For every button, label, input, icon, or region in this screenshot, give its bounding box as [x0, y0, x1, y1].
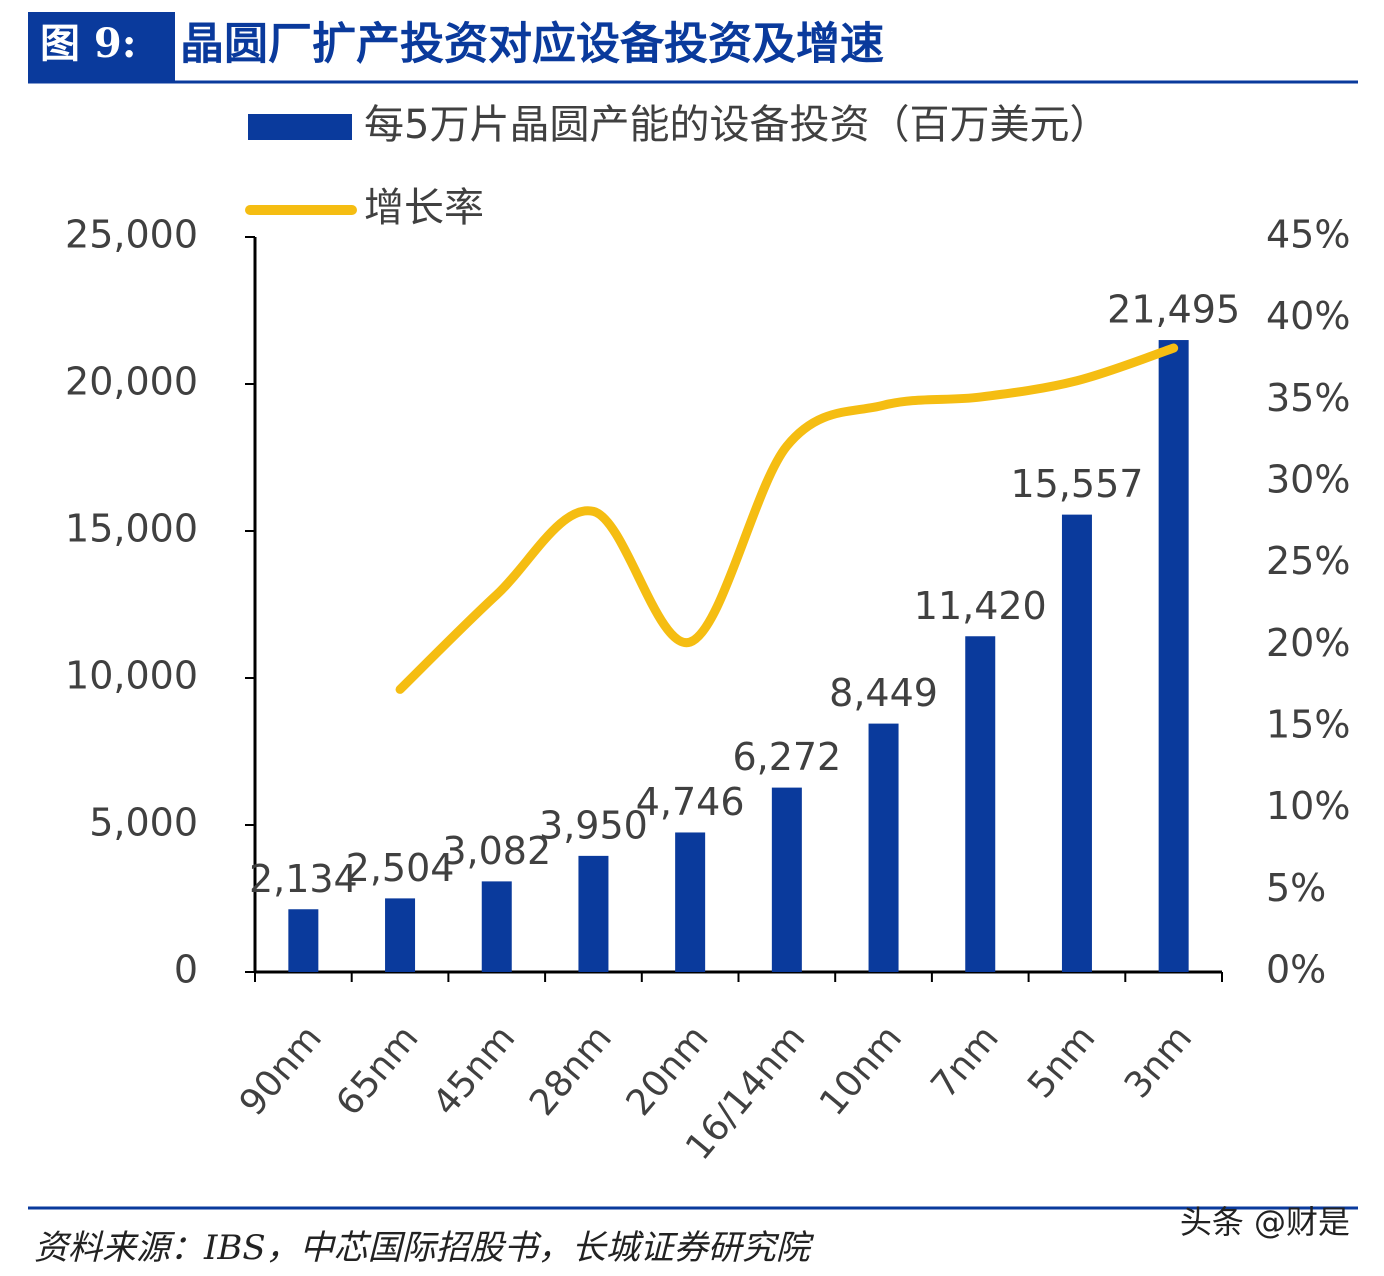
data-label: 2,504 [346, 846, 455, 890]
bar [868, 723, 899, 972]
y-tick-label: 10,000 [65, 654, 198, 698]
bar [771, 787, 802, 972]
x-tick-label: 5nm [1020, 1018, 1103, 1106]
y2-tick-label: 20% [1266, 621, 1350, 665]
bar [1061, 514, 1092, 972]
legend-label: 每5万片晶圆产能的设备投资（百万美元） [364, 102, 1109, 148]
source: 资料来源：IBS，中芯国际招股书，长城证券研究院 [34, 1228, 815, 1268]
bar [481, 881, 512, 972]
growth-line [395, 343, 1179, 694]
y-tick-label: 15,000 [65, 507, 198, 551]
x-tick-label: 7nm [923, 1018, 1006, 1106]
y2-tick-label: 25% [1266, 539, 1350, 583]
x-tick-label: 65nm [329, 1018, 427, 1124]
legend-swatch [248, 114, 352, 140]
data-label: 3,950 [539, 803, 648, 847]
y2-tick-label: 15% [1266, 703, 1350, 747]
y2-tick-label: 45% [1266, 213, 1350, 257]
y2-tick-label: 10% [1266, 784, 1350, 828]
y2-tick-label: 30% [1266, 458, 1350, 502]
x-tick-label: 20nm [619, 1018, 717, 1124]
data-label: 15,557 [1010, 462, 1143, 506]
y2-tick-label: 40% [1266, 294, 1350, 338]
data-label: 4,746 [636, 780, 745, 824]
data-label: 8,449 [829, 671, 938, 715]
y-tick-label: 25,000 [65, 213, 198, 257]
y2-tick-label: 5% [1266, 866, 1326, 910]
y2-tick-label: 35% [1266, 376, 1350, 420]
bar [385, 898, 416, 972]
data-label: 2,134 [249, 857, 358, 901]
data-label: 3,082 [442, 829, 551, 873]
data-label: 21,495 [1107, 288, 1240, 332]
data-label: 11,420 [914, 584, 1047, 628]
y-tick-label: 0 [174, 948, 198, 992]
y2-tick-label: 0% [1266, 948, 1326, 992]
legend-label: 增长率 [364, 185, 484, 231]
watermark: 头条 @财是 [1180, 1203, 1350, 1241]
chart-title: 晶圆厂扩产投资对应设备投资及增速 [180, 19, 884, 70]
bar [965, 636, 996, 972]
bar [578, 855, 609, 972]
x-tick-label: 90nm [232, 1018, 330, 1124]
figure-label: 图 9: [40, 20, 137, 67]
y-tick-label: 5,000 [89, 801, 198, 845]
x-tick-label: 28nm [522, 1018, 620, 1124]
x-tick-label: 10nm [812, 1018, 910, 1124]
bar [288, 909, 319, 972]
figure-label-box [28, 12, 175, 82]
x-tick-label: 45nm [425, 1018, 523, 1124]
data-label: 6,272 [732, 735, 841, 779]
bar [1158, 340, 1189, 972]
bar [675, 832, 706, 972]
y-tick-label: 20,000 [65, 360, 198, 404]
x-tick-label: 3nm [1117, 1018, 1200, 1106]
